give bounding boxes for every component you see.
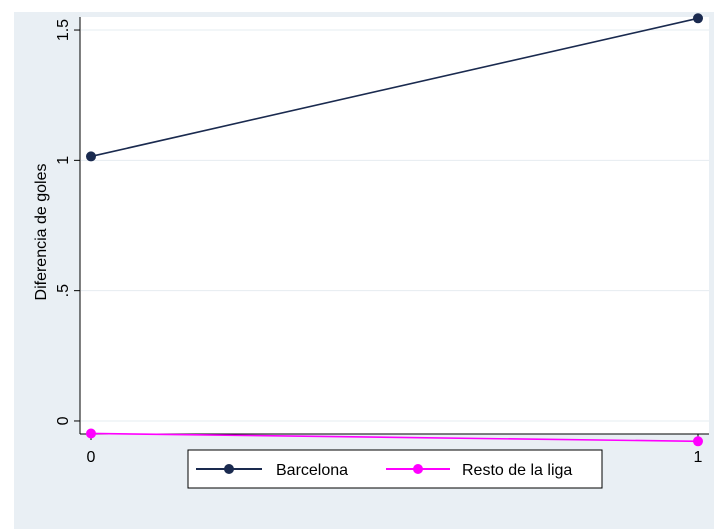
series-line-0 — [90, 17, 699, 158]
y-tick-label: 1.5 — [55, 19, 72, 41]
data-point-1 — [693, 436, 703, 447]
grid-lines — [81, 29, 709, 422]
y-tick-label: 0 — [55, 416, 72, 425]
plot-area — [80, 17, 709, 434]
series-line-1 — [90, 432, 699, 443]
y-axis-title: Diferencia de goles — [33, 164, 50, 301]
y-tick-label: 1 — [55, 156, 72, 165]
legend-marker-barcelona — [224, 464, 234, 474]
series-group — [86, 13, 703, 447]
x-tick-label: 1 — [694, 449, 703, 466]
data-point-0 — [693, 13, 703, 24]
x-tick-label: 0 — [87, 449, 96, 466]
legend-item-resto: Resto de la liga — [386, 462, 572, 479]
legend-label-resto: Resto de la liga — [462, 462, 572, 479]
legend-item-barcelona: Barcelona — [196, 462, 348, 479]
data-point-0 — [86, 151, 96, 162]
y-tick-label: .5 — [55, 284, 72, 297]
legend-marker-resto — [413, 464, 423, 474]
legend-label-barcelona: Barcelona — [276, 462, 348, 479]
data-point-1 — [86, 428, 96, 439]
y-ticks: 0 .5 1 1.5 — [55, 19, 80, 425]
